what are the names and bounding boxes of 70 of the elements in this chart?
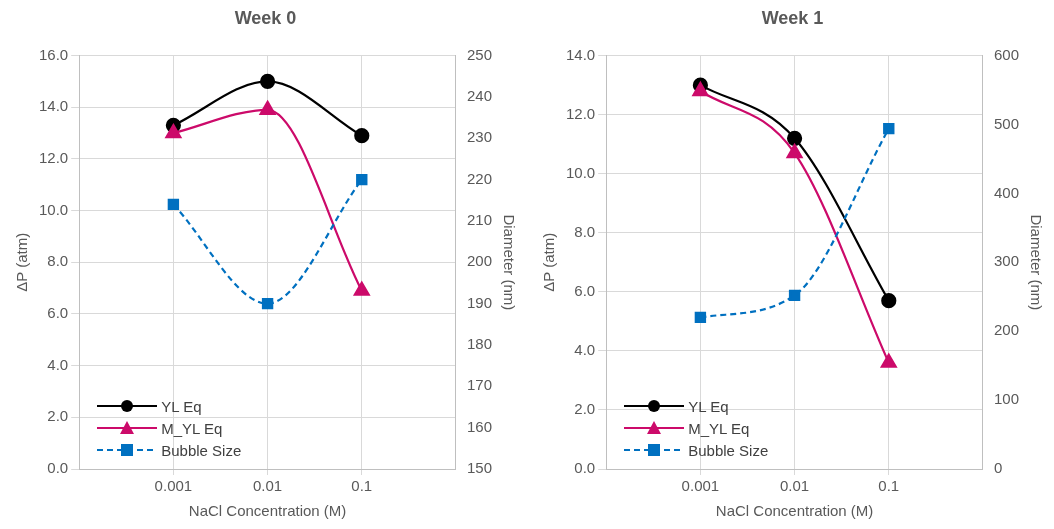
legend-label: Bubble Size <box>688 441 769 459</box>
point <box>165 124 182 139</box>
y2-tick-label: 400 <box>993 183 1019 201</box>
y2-tick-label: 200 <box>993 321 1019 339</box>
chart-title: Week 1 <box>761 7 824 28</box>
legend-label: YL Eq <box>161 397 202 415</box>
y2-tick-label: 210 <box>466 211 492 229</box>
y2-tick-label: 160 <box>466 417 492 435</box>
x-tick-label: 0.001 <box>154 477 193 495</box>
y-tick-label: 2.0 <box>47 407 69 425</box>
y2-tick-label: 600 <box>993 45 1019 63</box>
y-tick-label: 4.0 <box>47 355 69 373</box>
point <box>353 281 370 296</box>
y2-tick-label: 220 <box>466 169 492 187</box>
y-tick-label: 2.0 <box>574 400 596 418</box>
y2-tick-label: 300 <box>993 252 1019 270</box>
x-tick-label: 0.01 <box>779 477 810 495</box>
y2-tick-label: 240 <box>466 87 492 105</box>
y2-tick-label: 0 <box>993 459 1003 477</box>
x-axis-title: NaCl Concentration (M) <box>715 502 874 520</box>
x-tick-label: 0.001 <box>681 477 720 495</box>
chart-title: Week 0 <box>234 7 297 28</box>
point <box>356 173 368 186</box>
y-axis-title: ΔP (atm) <box>13 232 31 292</box>
point <box>694 311 707 324</box>
y-tick-label: 6.0 <box>47 304 69 322</box>
y-tick-label: 10.0 <box>38 200 69 218</box>
y-tick-label: 12.0 <box>38 149 69 167</box>
y2-tick-label: 100 <box>993 390 1019 408</box>
y2-tick-label: 190 <box>466 293 492 311</box>
y2-tick-label: 150 <box>466 459 492 477</box>
point <box>692 81 709 97</box>
y-tick-label: 10.0 <box>565 163 596 181</box>
y-tick-label: 16.0 <box>38 45 69 63</box>
x-tick-label: 0.1 <box>878 477 900 495</box>
x-tick-label: 0.1 <box>351 477 373 495</box>
point <box>786 130 803 146</box>
y-axis-title: ΔP (atm) <box>540 232 558 292</box>
legend-label: Bubble Size <box>161 441 242 459</box>
y-tick-label: 0.0 <box>574 459 596 477</box>
x-tick-label: 0.01 <box>252 477 283 495</box>
legend-label: YL Eq <box>688 397 729 415</box>
y2-tick-label: 180 <box>466 335 492 353</box>
point <box>259 73 276 90</box>
y-tick-label: 4.0 <box>574 341 596 359</box>
point <box>354 128 370 144</box>
y-tick-label: 12.0 <box>565 104 596 122</box>
point <box>261 297 274 310</box>
y2-tick-label: 500 <box>993 114 1019 132</box>
legend-label: M_YL Eq <box>688 419 750 437</box>
point <box>881 293 897 309</box>
point <box>786 143 803 159</box>
y-tick-label: 14.0 <box>565 45 596 63</box>
y2-tick-label: 200 <box>466 252 492 270</box>
y-tick-label: 8.0 <box>574 222 596 240</box>
y2-axis-title: Diameter (nm) <box>1027 214 1045 311</box>
y2-tick-label: 170 <box>466 376 492 394</box>
point <box>880 353 897 368</box>
y2-tick-label: 250 <box>466 45 492 63</box>
y2-axis-title: Diameter (nm) <box>500 214 518 311</box>
y2-tick-label: 230 <box>466 128 492 146</box>
legend-label: M_YL Eq <box>161 419 223 437</box>
y-tick-label: 6.0 <box>574 281 596 299</box>
y-tick-label: 8.0 <box>47 252 69 270</box>
point <box>167 198 180 211</box>
point <box>788 289 801 302</box>
x-axis-title: NaCl Concentration (M) <box>188 502 347 520</box>
y-tick-label: 14.0 <box>38 97 69 115</box>
point <box>883 122 895 135</box>
y-tick-label: 0.0 <box>47 459 69 477</box>
